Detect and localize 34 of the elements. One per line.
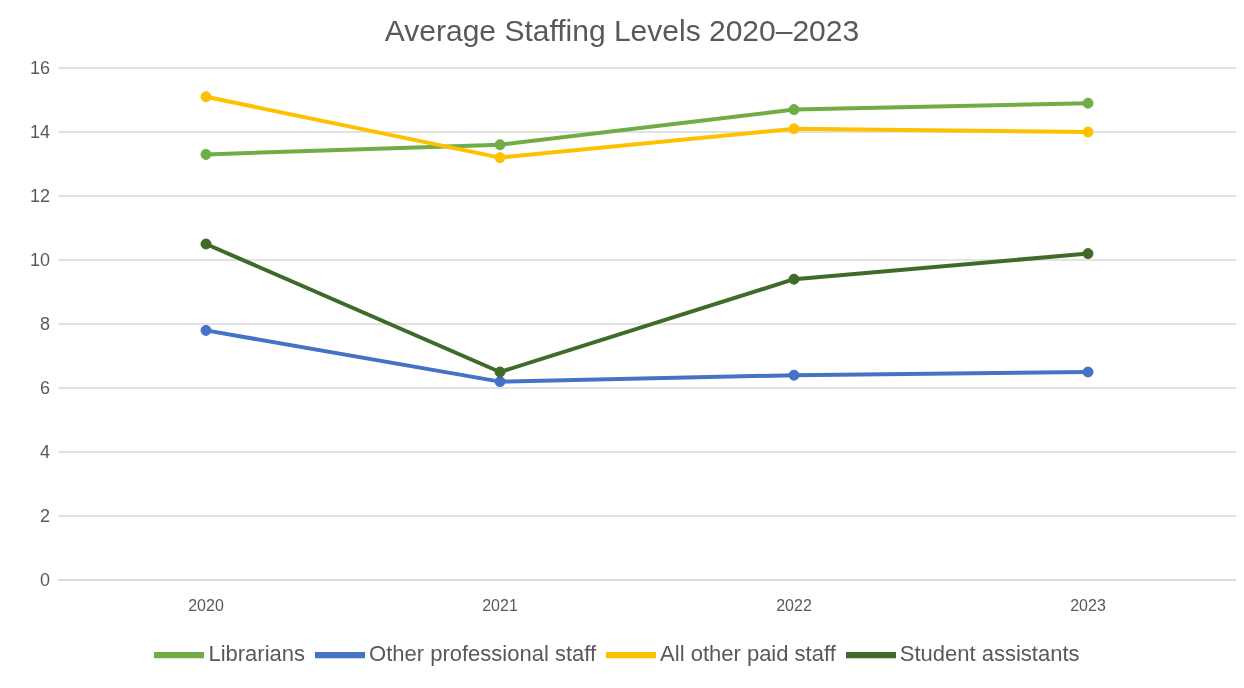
y-tick-label: 8 <box>39 314 50 335</box>
point <box>1082 366 1094 378</box>
point <box>788 104 800 116</box>
legend-label: All other paid staff <box>660 640 836 666</box>
point <box>788 369 800 381</box>
y-tick-label: 6 <box>39 378 50 399</box>
legend-label: Other professional staff <box>369 640 597 666</box>
point <box>200 148 212 160</box>
point <box>494 376 506 388</box>
y-tick-label: 10 <box>29 250 50 271</box>
y-tick-label: 16 <box>29 58 50 79</box>
point <box>788 273 800 285</box>
y-tick-label: 14 <box>29 122 50 143</box>
point <box>200 238 212 250</box>
point <box>1082 126 1094 138</box>
y-tick-label: 2 <box>39 506 50 527</box>
point <box>200 91 212 103</box>
x-tick-label: 2022 <box>776 597 812 615</box>
x-tick-label: 2020 <box>188 597 224 615</box>
y-tick-label: 12 <box>29 186 50 207</box>
point <box>1082 97 1094 109</box>
x-tick-label: 2021 <box>482 597 518 615</box>
point <box>788 123 800 135</box>
chart-title: Average Staffing Levels 2020–2023 <box>383 13 861 49</box>
point <box>494 139 506 151</box>
y-tick-label: 4 <box>39 442 50 463</box>
y-tick-label: 0 <box>39 570 50 591</box>
point <box>494 152 506 164</box>
point <box>200 324 212 336</box>
legend-label: Student assistants <box>899 640 1080 666</box>
x-tick-label: 2023 <box>1070 597 1106 615</box>
point <box>1082 248 1094 260</box>
legend-label: Librarians <box>208 640 306 666</box>
point <box>494 366 506 378</box>
